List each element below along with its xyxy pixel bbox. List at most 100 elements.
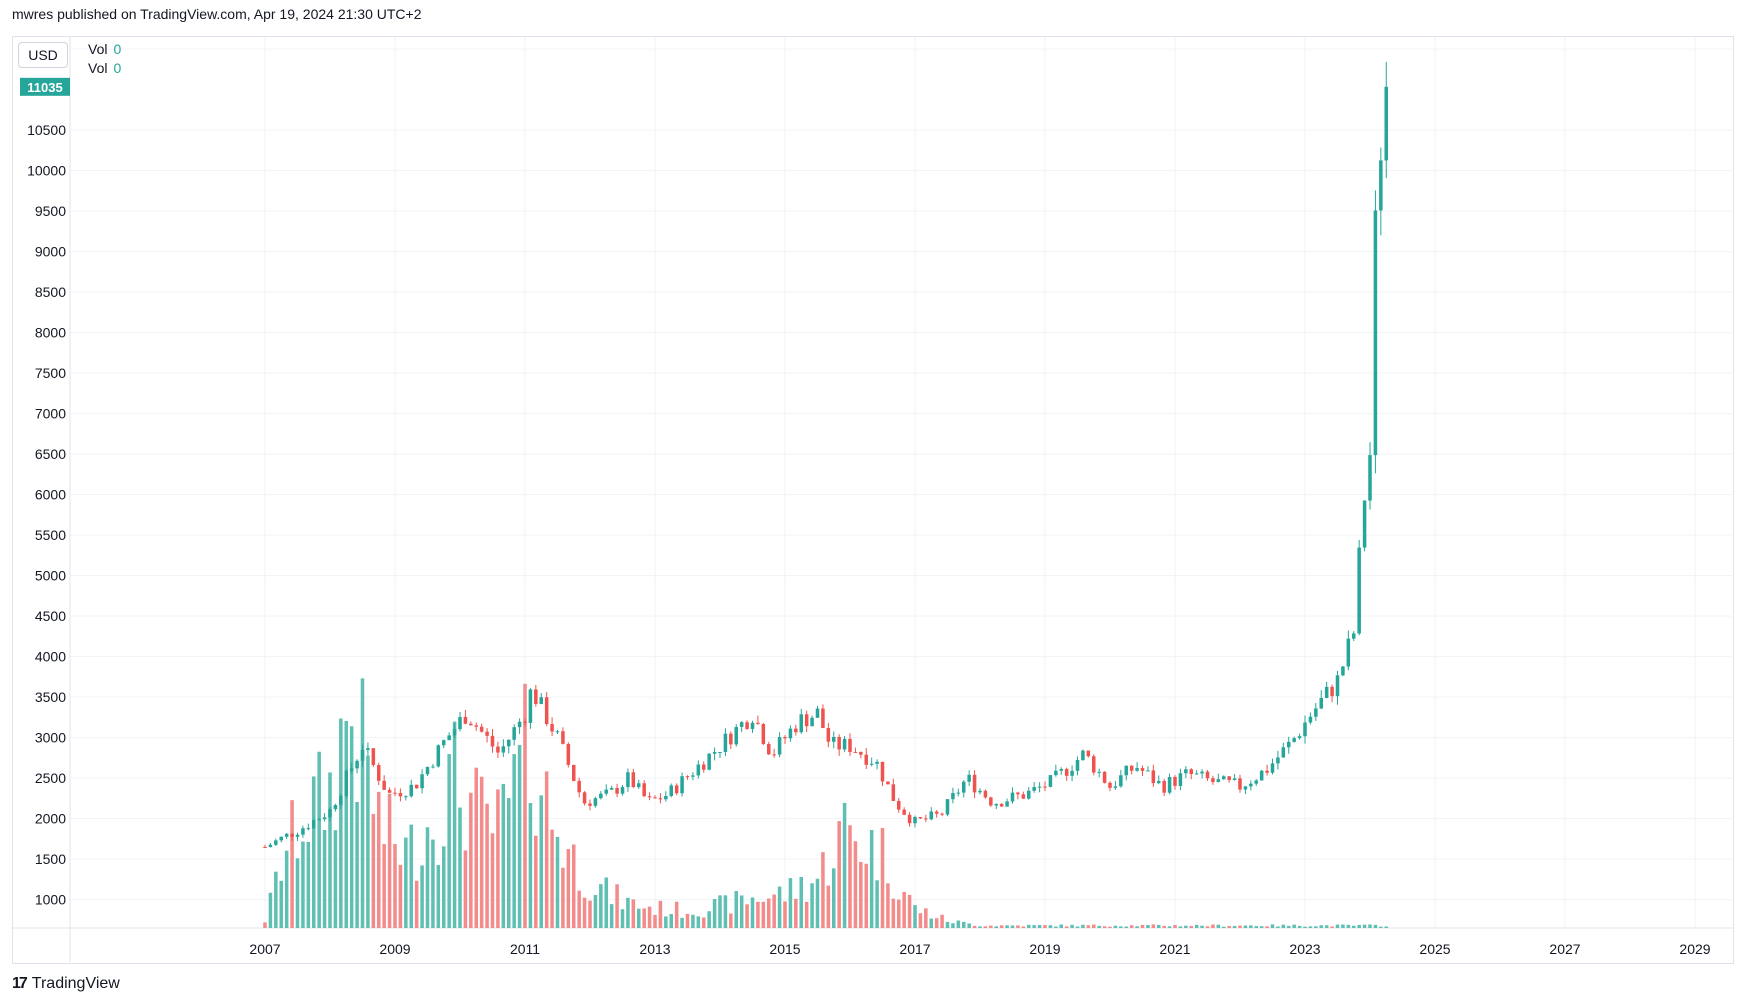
candle-body — [1205, 771, 1210, 779]
volume-bar — [945, 921, 950, 928]
candle-body — [371, 748, 376, 766]
candle-body — [1129, 765, 1134, 771]
publish-info: mwres published on TradingView.com, Apr … — [12, 6, 422, 22]
candle-body — [1384, 86, 1389, 161]
legend-label: Vol — [88, 60, 108, 76]
candle-body — [409, 784, 414, 797]
candle-body — [934, 811, 939, 814]
chart-area[interactable] — [12, 36, 1734, 964]
volume-bar — [1379, 926, 1383, 928]
volume-bar — [1086, 925, 1091, 928]
candle-body — [1064, 768, 1069, 776]
volume-bar — [593, 894, 598, 928]
legend-value: 0 — [113, 60, 122, 76]
volume-bar — [571, 844, 576, 928]
volume-bar — [880, 828, 885, 928]
candle-body — [615, 787, 619, 794]
candle-body — [355, 760, 359, 769]
candle-body — [452, 729, 457, 736]
volume-bar — [1091, 924, 1096, 928]
candle-body — [880, 761, 885, 782]
volume-bar — [1156, 924, 1161, 928]
candle-body — [864, 754, 869, 765]
candle-body — [577, 780, 581, 793]
candle-body — [582, 792, 587, 804]
volume-bar — [636, 908, 641, 928]
volume-bar — [268, 892, 273, 928]
currency-button[interactable]: USD — [18, 42, 68, 68]
volume-bar — [1346, 924, 1351, 928]
candle-body — [1368, 455, 1372, 501]
candle-body — [658, 798, 663, 800]
candle-body — [707, 753, 711, 770]
volume-bar — [506, 798, 511, 928]
volume-bar — [1357, 924, 1361, 928]
candle-body — [1151, 770, 1156, 784]
candle-body — [414, 784, 419, 789]
candle-body — [1113, 786, 1118, 788]
volume-bar — [263, 922, 267, 928]
candle-body — [636, 783, 641, 788]
candle-body — [869, 763, 874, 765]
candle-body — [902, 809, 906, 815]
candle-body — [1276, 757, 1280, 764]
candle-body — [853, 751, 858, 753]
candle-body — [1124, 765, 1129, 776]
y-tick-label: 7000 — [35, 406, 66, 422]
volume-bar — [355, 802, 359, 928]
volume-bar — [496, 789, 500, 928]
grid-lines — [12, 37, 1734, 962]
volume-bar — [1384, 926, 1389, 928]
candle-body — [1081, 750, 1085, 761]
volume-bar — [734, 891, 739, 928]
candle-body — [1254, 780, 1259, 784]
candle-body — [1319, 697, 1324, 709]
volume-bar — [1297, 925, 1302, 928]
footer-brand[interactable]: 17 TradingView — [12, 975, 120, 993]
last-price-badge — [20, 77, 70, 96]
last-price-value: 11035 — [27, 80, 62, 95]
candle-body — [669, 785, 674, 796]
volume-bar — [1167, 926, 1172, 928]
candle-body — [599, 793, 603, 799]
candle-body — [393, 792, 397, 794]
candle-body — [685, 776, 690, 778]
volume-bar — [664, 916, 668, 928]
candle-body — [875, 761, 879, 764]
candle-body — [1070, 770, 1074, 776]
volume-bar — [745, 904, 749, 928]
last-price-label: 11035 — [20, 77, 70, 96]
volume-bar — [404, 837, 408, 928]
candle-body — [739, 722, 744, 727]
candle-body — [1373, 210, 1378, 456]
volume-bar — [1314, 926, 1318, 928]
candle-body — [566, 743, 571, 765]
volume-bar — [875, 880, 879, 928]
candle-body — [701, 764, 706, 770]
candle-body — [512, 727, 516, 740]
volume-bar — [940, 914, 944, 928]
candle-body — [712, 752, 717, 754]
x-tick-label: 2021 — [1159, 941, 1190, 957]
candle-body — [539, 697, 544, 704]
volume-bar — [306, 841, 311, 928]
candle-body — [398, 792, 403, 797]
candle-body — [696, 764, 701, 776]
candle-body — [815, 708, 820, 718]
candle-body — [674, 785, 679, 794]
candle-body — [517, 721, 522, 728]
volume-bar — [1205, 926, 1210, 928]
candle-body — [1026, 790, 1031, 799]
candle-body — [1194, 773, 1199, 775]
volume-bar — [929, 918, 934, 928]
candle-body — [1054, 770, 1058, 776]
candle-body — [1075, 760, 1080, 771]
candle-body — [490, 735, 495, 747]
volume-bar — [1189, 926, 1194, 928]
volume-bar — [1270, 924, 1275, 928]
volume-bar — [951, 923, 955, 928]
volume-bar — [810, 883, 814, 928]
candle-body — [268, 844, 273, 848]
candle-body — [783, 737, 787, 739]
